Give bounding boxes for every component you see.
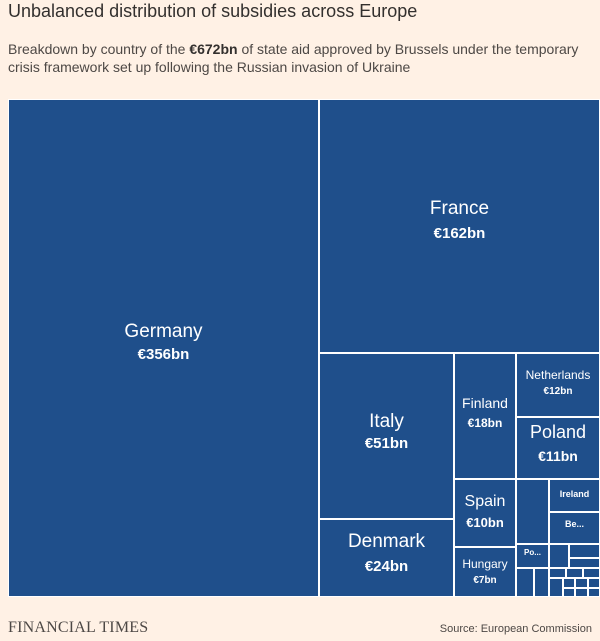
tile-value-spain: €10bn	[466, 515, 504, 530]
treemap-tile-unlabeled-22	[563, 578, 575, 588]
treemap-tile-unlabeled-24	[588, 578, 600, 588]
treemap-chart: Germany €356bn France €162bn Italy €51bn Denma…	[8, 99, 600, 597]
treemap-tile-spain	[454, 479, 516, 547]
tile-value-hungary: €7bn	[473, 575, 496, 586]
ft-logo: FINANCIAL TIMES	[8, 619, 149, 636]
tile-value-france: €162bn	[434, 225, 486, 242]
treemap-tile-italy	[319, 353, 454, 519]
treemap-tile-unlabeled-15	[569, 558, 600, 568]
tile-label-po: Po...	[524, 548, 541, 557]
subtitle-text-after: of state aid approved by Brussels under …	[8, 41, 579, 75]
treemap-tile-unlabeled-26	[575, 588, 588, 597]
tile-label-spain: Spain	[465, 493, 506, 510]
tile-label-france: France	[430, 198, 489, 219]
subtitle-total: €672bn	[189, 41, 238, 57]
treemap-tile-unlabeled-12	[516, 479, 549, 544]
tile-label-netherlands: Netherlands	[526, 368, 591, 382]
tile-label-italy: Italy	[369, 411, 404, 432]
tile-label-poland: Poland	[530, 422, 586, 442]
tile-value-netherlands: €12bn	[544, 386, 573, 397]
tile-label-be: Be...	[565, 519, 584, 529]
treemap-tile-unlabeled-13	[549, 544, 569, 568]
tile-value-germany: €356bn	[138, 346, 190, 363]
treemap-tile-finland	[454, 353, 516, 479]
treemap-tile-unlabeled-19	[566, 568, 583, 578]
treemap-tile-unlabeled-27	[588, 588, 600, 597]
tile-label-denmark: Denmark	[348, 531, 426, 552]
treemap-tile-unlabeled-17	[534, 568, 549, 597]
treemap-tile-unlabeled-23	[575, 578, 588, 588]
tile-label-germany: Germany	[124, 321, 203, 342]
treemap-tile-hungary	[454, 547, 516, 597]
treemap-tile-unlabeled-25	[563, 588, 575, 597]
treemap-tile-unlabeled-18	[549, 568, 566, 578]
tile-label-ireland: Ireland	[560, 489, 590, 499]
tile-value-finland: €18bn	[468, 416, 503, 430]
tile-value-poland: €11bn	[538, 448, 578, 464]
treemap-tile-netherlands	[516, 353, 600, 417]
treemap-tile-unlabeled-16	[516, 568, 534, 597]
tile-label-hungary: Hungary	[462, 557, 507, 571]
chart-subtitle: Breakdown by country of the €672bn of st…	[8, 40, 593, 76]
treemap-tile-denmark	[319, 519, 454, 597]
treemap-tile-germany	[8, 99, 319, 597]
chart-title: Unbalanced distribution of subsidies acr…	[8, 1, 418, 21]
treemap-tile-po	[516, 544, 549, 568]
treemap-tile-unlabeled-20	[583, 568, 600, 578]
treemap-tile-poland	[516, 417, 600, 479]
tile-value-italy: €51bn	[365, 435, 408, 452]
treemap-svg: Germany €356bn France €162bn Italy €51bn Denma…	[8, 99, 600, 597]
treemap-tile-unlabeled-21	[549, 578, 563, 597]
treemap-tile-ireland	[549, 479, 600, 512]
tile-label-finland: Finland	[462, 395, 508, 411]
treemap-tile-unlabeled-14	[569, 544, 600, 558]
subtitle-text-before: Breakdown by country of the	[8, 41, 190, 57]
treemap-tile-be	[549, 512, 600, 544]
tile-value-denmark: €24bn	[365, 558, 408, 575]
source-note: Source: European Commission	[439, 623, 592, 635]
